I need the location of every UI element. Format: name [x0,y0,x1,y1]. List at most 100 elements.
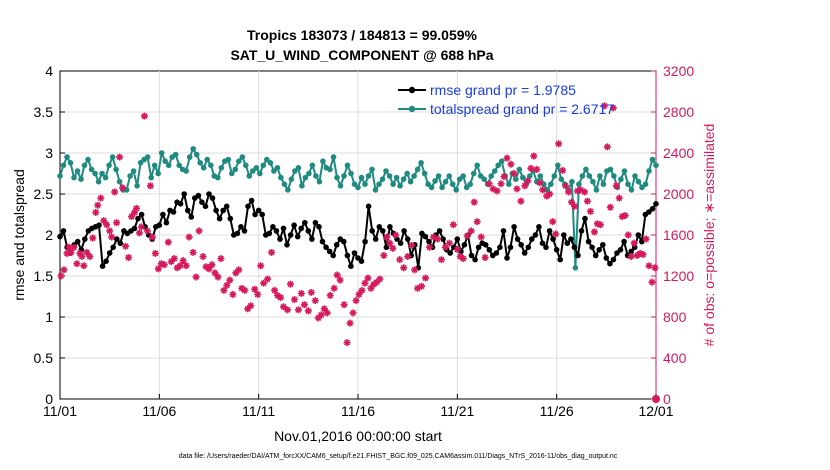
obs-point [411,266,419,274]
obs-point [226,276,234,284]
series-point [218,165,225,171]
series-point [295,165,302,171]
y2-tick-label: 2800 [663,104,694,120]
series-point [383,168,389,174]
series-point [232,166,239,173]
obs-point [151,249,159,257]
obs-point [67,248,75,256]
obs-point [527,164,535,172]
obs-point [586,207,594,215]
series-point [610,256,617,263]
series-point [495,162,502,169]
series-point [259,211,266,218]
series-point [365,173,372,179]
y-tick-label: 2 [45,227,53,243]
series-point [281,181,288,187]
series-point [248,197,255,204]
series-point [330,154,337,160]
obs-point [386,239,394,247]
series-point [518,242,524,248]
obs-point [583,197,591,205]
series-point [585,238,592,245]
x-tick-label: 11/11 [242,403,275,419]
obs-point [304,307,312,315]
obs-point [477,233,485,241]
series-point [557,256,563,263]
series-point [596,247,602,253]
series-point [365,203,372,210]
obs-point [260,279,268,287]
obs-point [459,255,467,263]
obs-point [493,187,501,195]
series-point [155,170,161,177]
obs-point [294,306,302,314]
series-point [646,209,652,215]
series-point [299,183,305,189]
series-point [312,219,319,226]
series-point [379,176,386,182]
series-point [74,238,81,245]
series-point [642,181,649,187]
obs-point [326,291,334,299]
series-point [603,255,610,261]
series-point [488,173,495,179]
series-point [649,156,656,163]
series-point [227,215,234,222]
obs-point [473,218,481,226]
obs-point [389,244,397,252]
obs-point [352,297,360,305]
legend-spread-label: totalspread grand pr = 2.6717 [430,101,614,117]
obs-point [467,227,475,235]
series-point [243,162,249,169]
series-point [600,242,606,248]
obs-point [251,285,259,293]
series-point [333,242,340,248]
series-point [486,247,493,253]
y-tick-label: 3 [45,145,53,161]
legend-rmse-label: rmse grand pr = 1.9785 [430,82,576,98]
series-point [106,162,112,169]
series-point [220,207,226,214]
series-point [298,225,305,232]
obs-point [235,266,243,274]
obs-point [208,261,216,269]
series-point [294,233,301,240]
series-point [442,178,449,185]
series-point [193,151,200,158]
obs-point [426,243,434,251]
series-point [548,181,554,187]
obs-point [463,232,471,240]
series-point [372,236,379,242]
series-point [404,170,410,177]
legend-spread-marker [408,105,416,113]
series-point [188,214,195,220]
series-point [158,150,165,156]
obs-point [140,112,148,120]
series-point [204,156,210,163]
obs-point [580,188,588,196]
series-point [435,173,442,179]
obs-point [122,242,130,250]
obs-point [92,208,100,216]
series-point [589,244,595,251]
series-point [99,170,105,177]
obs-point [418,282,426,290]
series-point [266,230,273,237]
obs-point [507,160,515,168]
series-point [446,173,453,179]
series-point [288,176,295,182]
series-point [85,156,91,163]
obs-point [364,274,372,282]
series-point [213,207,219,214]
series-point [127,173,133,179]
obs-point [283,306,291,314]
obs-point [323,309,331,317]
y-tick-label: 3.5 [34,104,54,120]
series-point [521,250,528,256]
series-point [543,244,549,251]
series-point [481,176,488,182]
obs-point [555,140,563,148]
series-point [380,228,386,234]
series-point [348,170,354,177]
series-point [92,170,98,177]
